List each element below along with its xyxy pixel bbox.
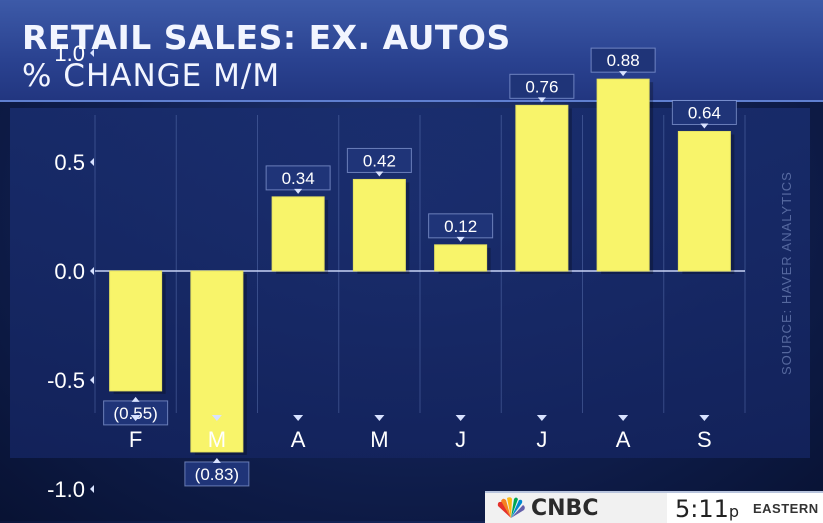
x-tick-marker	[699, 415, 710, 421]
clock: 5:11p EASTERN	[667, 493, 823, 523]
x-tick-marker	[293, 415, 304, 421]
y-tick-label: -1.0	[47, 477, 85, 502]
data-label-box	[671, 99, 737, 125]
y-tick-label: 0.5	[54, 150, 85, 175]
x-tick-label: S	[697, 427, 712, 452]
data-label: 0.76	[525, 77, 558, 96]
data-label-pointer	[375, 171, 384, 177]
data-label-pointer	[294, 188, 303, 194]
bar	[109, 270, 163, 392]
x-tick-marker	[455, 415, 466, 421]
y-tick-marker	[90, 158, 94, 166]
y-tick-marker	[90, 485, 94, 493]
data-label-pointer	[619, 71, 628, 77]
x-tick-marker	[618, 415, 629, 421]
x-tick-label: A	[616, 427, 631, 452]
x-tick-label: M	[370, 427, 388, 452]
x-tick-label: F	[129, 427, 142, 452]
x-tick-label: J	[455, 427, 466, 452]
data-label-pointer	[456, 236, 465, 242]
x-tick-label: M	[208, 427, 226, 452]
clock-ampm: p	[728, 502, 740, 521]
data-label-box	[428, 213, 494, 239]
data-label: (0.83)	[195, 465, 239, 484]
network-bug: CNBC 5:11p EASTERN	[485, 491, 823, 523]
data-label-box	[184, 461, 250, 487]
x-tick-marker	[374, 415, 385, 421]
x-tick-label: J	[536, 427, 547, 452]
y-tick-label: -0.5	[47, 368, 85, 393]
data-label-pointer	[537, 97, 546, 103]
data-label-box	[346, 147, 412, 173]
data-label: 0.34	[282, 169, 315, 188]
bar	[352, 178, 406, 272]
data-label: 0.64	[688, 103, 721, 122]
clock-time: 5:11p	[675, 495, 739, 523]
chart-subtitle: % CHANGE M/M	[22, 58, 281, 94]
data-label: 0.12	[444, 217, 477, 236]
source-note: SOURCE: HAVER ANALYTICS	[779, 171, 794, 375]
bar	[677, 130, 731, 272]
data-label: 0.88	[607, 51, 640, 70]
y-tick-marker	[90, 267, 94, 275]
chart-title: RETAIL SALES: EX. AUTOS	[22, 18, 511, 57]
bar	[515, 104, 569, 272]
data-label-box	[265, 165, 331, 191]
data-label: (0.55)	[113, 404, 157, 423]
y-tick-label: 0.0	[54, 259, 85, 284]
y-tick-marker	[90, 49, 94, 57]
data-label: 0.42	[363, 151, 396, 170]
data-label-box	[509, 73, 575, 99]
data-label-pointer	[700, 123, 709, 129]
bar	[271, 196, 325, 272]
data-label-box	[590, 47, 656, 73]
x-tick-label: A	[291, 427, 306, 452]
peacock-logo-icon	[497, 497, 525, 518]
bar	[190, 270, 244, 453]
clock-hours: 5:11	[675, 495, 729, 523]
network-name: CNBC	[531, 496, 599, 521]
clock-zone: EASTERN	[753, 501, 819, 516]
data-label-pointer	[131, 396, 140, 402]
x-tick-marker	[130, 415, 141, 421]
bar	[434, 244, 488, 272]
y-tick-marker	[90, 376, 94, 384]
x-tick-marker	[536, 415, 547, 421]
bar	[596, 78, 650, 272]
data-label-pointer	[212, 457, 221, 463]
x-tick-marker	[211, 415, 222, 421]
y-tick-label: 1.0	[54, 41, 85, 66]
title-panel: RETAIL SALES: EX. AUTOS % CHANGE M/M	[0, 0, 823, 102]
